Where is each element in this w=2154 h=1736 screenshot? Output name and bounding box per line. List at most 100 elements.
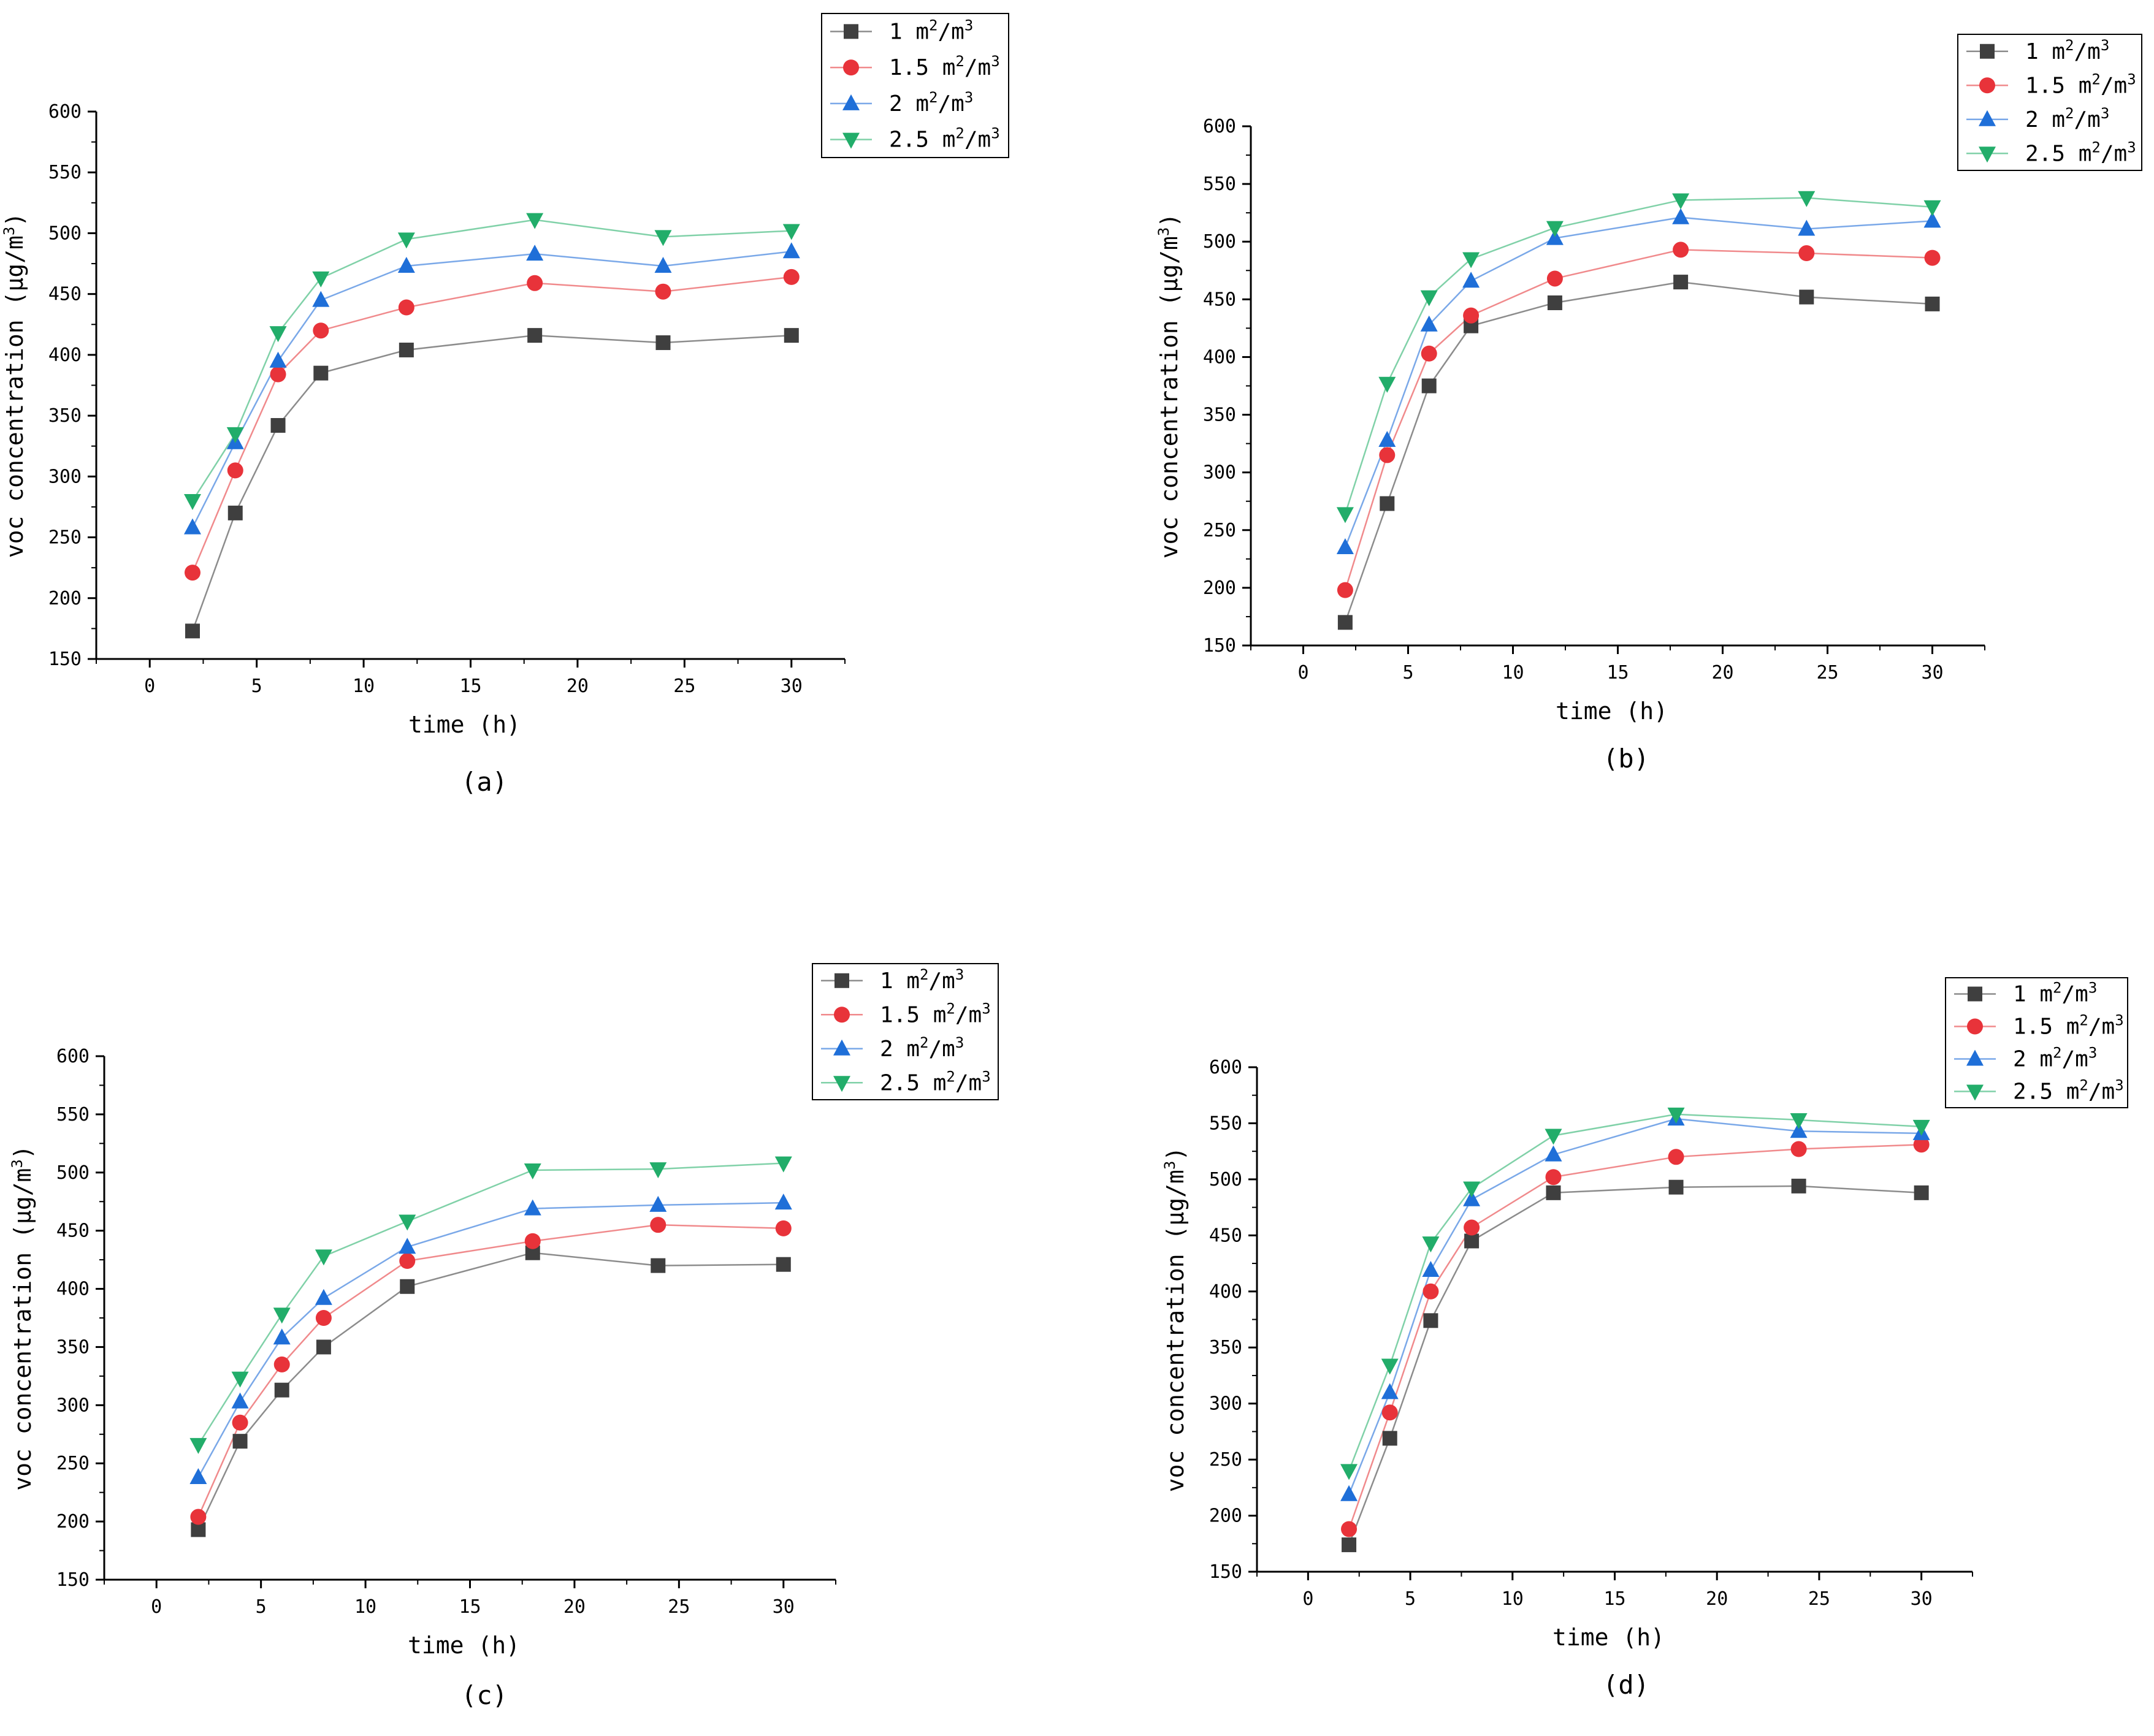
y-tick-label: 450	[48, 284, 82, 305]
data-point	[655, 335, 671, 351]
x-tick-label: 15	[459, 676, 481, 697]
legend-marker	[1979, 110, 1996, 126]
data-point	[1673, 275, 1689, 290]
x-tick-label: 25	[673, 676, 695, 697]
legend-label: 1.5 m2​/m3​	[2013, 1012, 2124, 1040]
y-tick-label: 200	[1209, 1506, 1242, 1527]
data-point	[274, 1382, 289, 1398]
data-point	[273, 1356, 290, 1372]
data-point	[1379, 447, 1396, 463]
y-tick-label: 250	[1203, 520, 1236, 541]
y-tick-label: 150	[48, 649, 82, 670]
legend-label: 2.5 m2​/m3​	[2013, 1077, 2124, 1105]
series-line-1	[191, 334, 792, 631]
data-point	[227, 462, 243, 479]
y-tick-label: 150	[1209, 1561, 1242, 1583]
data-point	[524, 1233, 541, 1249]
data-point	[1381, 1404, 1398, 1421]
legend-marker	[1968, 986, 1982, 1002]
y-tick-label: 250	[1209, 1449, 1242, 1471]
data-point	[1382, 1431, 1397, 1446]
series-line-1	[197, 1252, 784, 1530]
data-point	[527, 328, 543, 343]
data-point	[312, 271, 330, 287]
x-tick-label: 0	[1302, 1588, 1313, 1610]
data-point	[1798, 219, 1816, 236]
y-tick-label: 150	[56, 1569, 90, 1591]
data-point	[782, 224, 800, 240]
series-line-1	[1344, 281, 1933, 623]
y-tick-label: 300	[56, 1395, 90, 1416]
data-point	[399, 342, 414, 357]
x-axis-label: time (h)	[1556, 698, 1668, 725]
data-point	[227, 505, 243, 520]
panel-caption: (b)	[1603, 744, 1649, 774]
chart-panel-c: 150 200 250 300 350 400 450 500 550 600 0 5 10 15 20 25…	[9, 963, 999, 1710]
legend-label: 2 m2​/m3​	[880, 1034, 964, 1062]
data-point	[399, 1214, 416, 1231]
data-point	[1423, 1313, 1438, 1328]
y-tick-label: 200	[48, 588, 82, 609]
x-tick-label: 20	[563, 1596, 586, 1618]
data-point	[1546, 270, 1563, 287]
data-point	[231, 1392, 249, 1409]
x-tick-label: 30	[781, 676, 803, 697]
data-point	[1336, 538, 1354, 555]
data-point	[1547, 295, 1562, 310]
legend-marker	[844, 24, 858, 39]
y-tick-label: 250	[56, 1453, 90, 1474]
panel-caption: (d)	[1603, 1670, 1649, 1700]
data-point	[1340, 1464, 1358, 1480]
data-point	[1546, 1185, 1561, 1200]
data-point	[1463, 1190, 1481, 1206]
data-point	[270, 366, 286, 383]
panel-caption: (c)	[461, 1680, 508, 1710]
y-tick-label: 350	[1209, 1337, 1242, 1358]
legend-label: 1 m2​/m3​	[2013, 980, 2097, 1007]
chart-panel-a: 150 200 250 300 350 400 450 500 550 600 0 5 10 15 20 25…	[1, 13, 1009, 797]
x-axis-label: time (h)	[1552, 1624, 1665, 1651]
data-point	[1791, 1178, 1806, 1194]
data-point	[1925, 296, 1940, 311]
data-point	[269, 326, 287, 343]
data-point	[650, 1217, 666, 1233]
y-tick-label: 600	[56, 1046, 90, 1067]
data-point	[1798, 245, 1815, 262]
data-point	[398, 299, 414, 316]
data-point	[524, 1163, 541, 1179]
y-tick-label: 250	[48, 527, 82, 549]
y-tick-label: 300	[1209, 1393, 1242, 1415]
series-line-2	[191, 276, 792, 573]
data-point	[1462, 272, 1480, 288]
legend-label: 2 m2​/m3​	[2025, 105, 2109, 132]
x-tick-label: 0	[144, 676, 155, 697]
data-point	[1799, 289, 1814, 305]
y-axis-label: voc concentration (μg/m3​)	[1161, 1147, 1189, 1493]
chart-panel-b: 150 200 250 300 350 400 450 500 550 600 0 5 10 15 20 25…	[1155, 34, 2142, 774]
data-point	[1545, 1145, 1562, 1162]
data-point	[1672, 208, 1690, 224]
data-point	[1545, 1129, 1562, 1145]
legend-marker	[834, 1007, 850, 1023]
data-point	[1790, 1122, 1808, 1138]
data-point	[1463, 307, 1480, 324]
data-point	[397, 232, 415, 249]
data-point	[1667, 1107, 1685, 1124]
legend-marker	[1967, 1018, 1983, 1035]
data-point	[526, 213, 544, 229]
x-tick-label: 10	[1502, 662, 1524, 683]
y-axis-label: voc concentration (μg/m3​)	[1, 213, 28, 558]
y-tick-label: 600	[48, 101, 82, 123]
data-point	[1923, 211, 1941, 228]
x-tick-label: 5	[1402, 662, 1413, 683]
data-point	[783, 268, 800, 285]
x-tick-label: 15	[1606, 662, 1629, 683]
series-line-4	[197, 1162, 784, 1445]
data-point	[1463, 1181, 1481, 1198]
data-point	[649, 1162, 667, 1179]
data-point	[1422, 1261, 1440, 1277]
legend-marker	[1966, 1084, 1984, 1101]
data-point	[269, 351, 287, 368]
data-point	[1421, 378, 1437, 394]
series-line-2	[1348, 1143, 1922, 1529]
